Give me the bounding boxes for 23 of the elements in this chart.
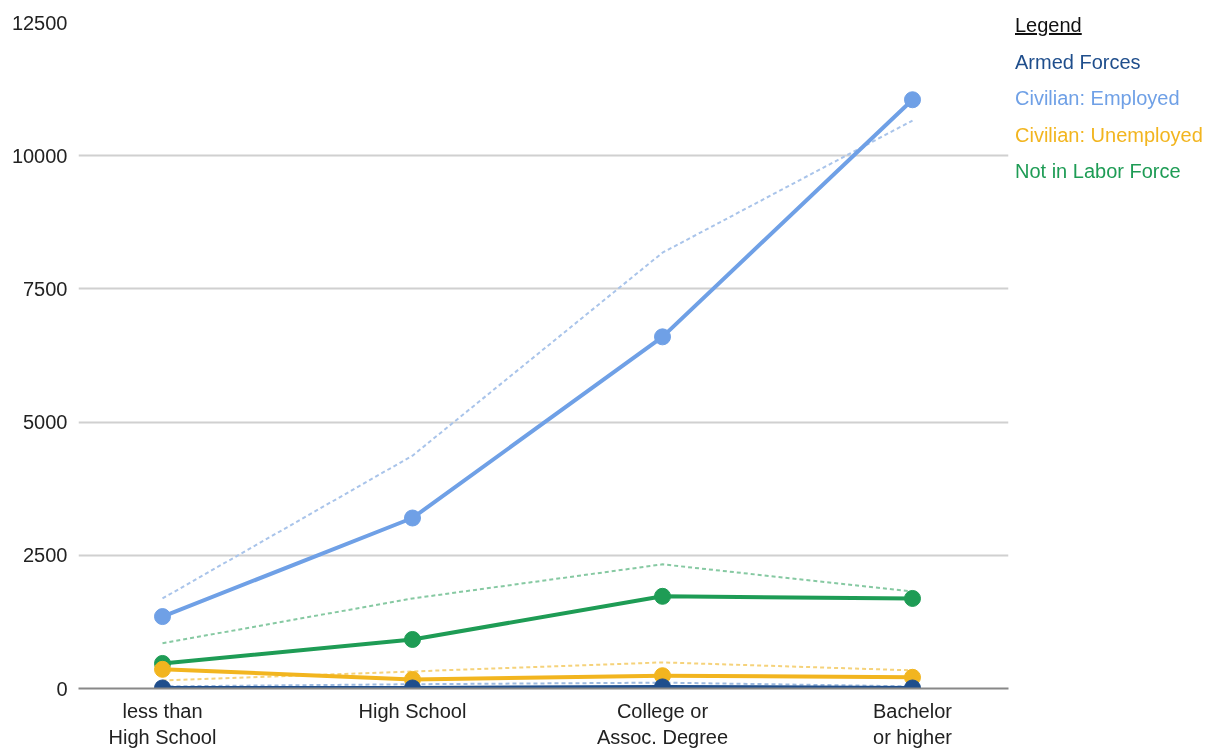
point	[654, 328, 671, 346]
y-tick-label: 2500	[23, 544, 68, 567]
point	[404, 631, 421, 648]
text: Civilian: Employed	[1015, 86, 1181, 112]
point	[154, 660, 171, 678]
x-tick-label: Bachelor or higher	[873, 699, 953, 748]
point	[904, 91, 921, 109]
text: Civilian: Unemployed	[1015, 122, 1203, 148]
x-tick-label: High School	[358, 699, 467, 722]
text: Armed Forces	[1015, 49, 1142, 75]
x-tick-label: College or Assoc. Degree	[596, 699, 729, 748]
point	[654, 587, 671, 605]
y-tick-label: 7500	[23, 277, 68, 300]
y-tick-label: 12500	[11, 11, 68, 34]
point	[904, 589, 921, 607]
point	[154, 608, 171, 626]
point	[404, 509, 421, 527]
text: Not in Labor Force	[1015, 159, 1182, 185]
y-tick-label: 5000	[23, 411, 68, 434]
x-tick-label: less than High School	[108, 699, 217, 748]
y-tick-label: 0	[56, 677, 68, 700]
y-tick-label: 10000	[11, 144, 68, 167]
legend-title: Legend	[1015, 13, 1083, 38]
